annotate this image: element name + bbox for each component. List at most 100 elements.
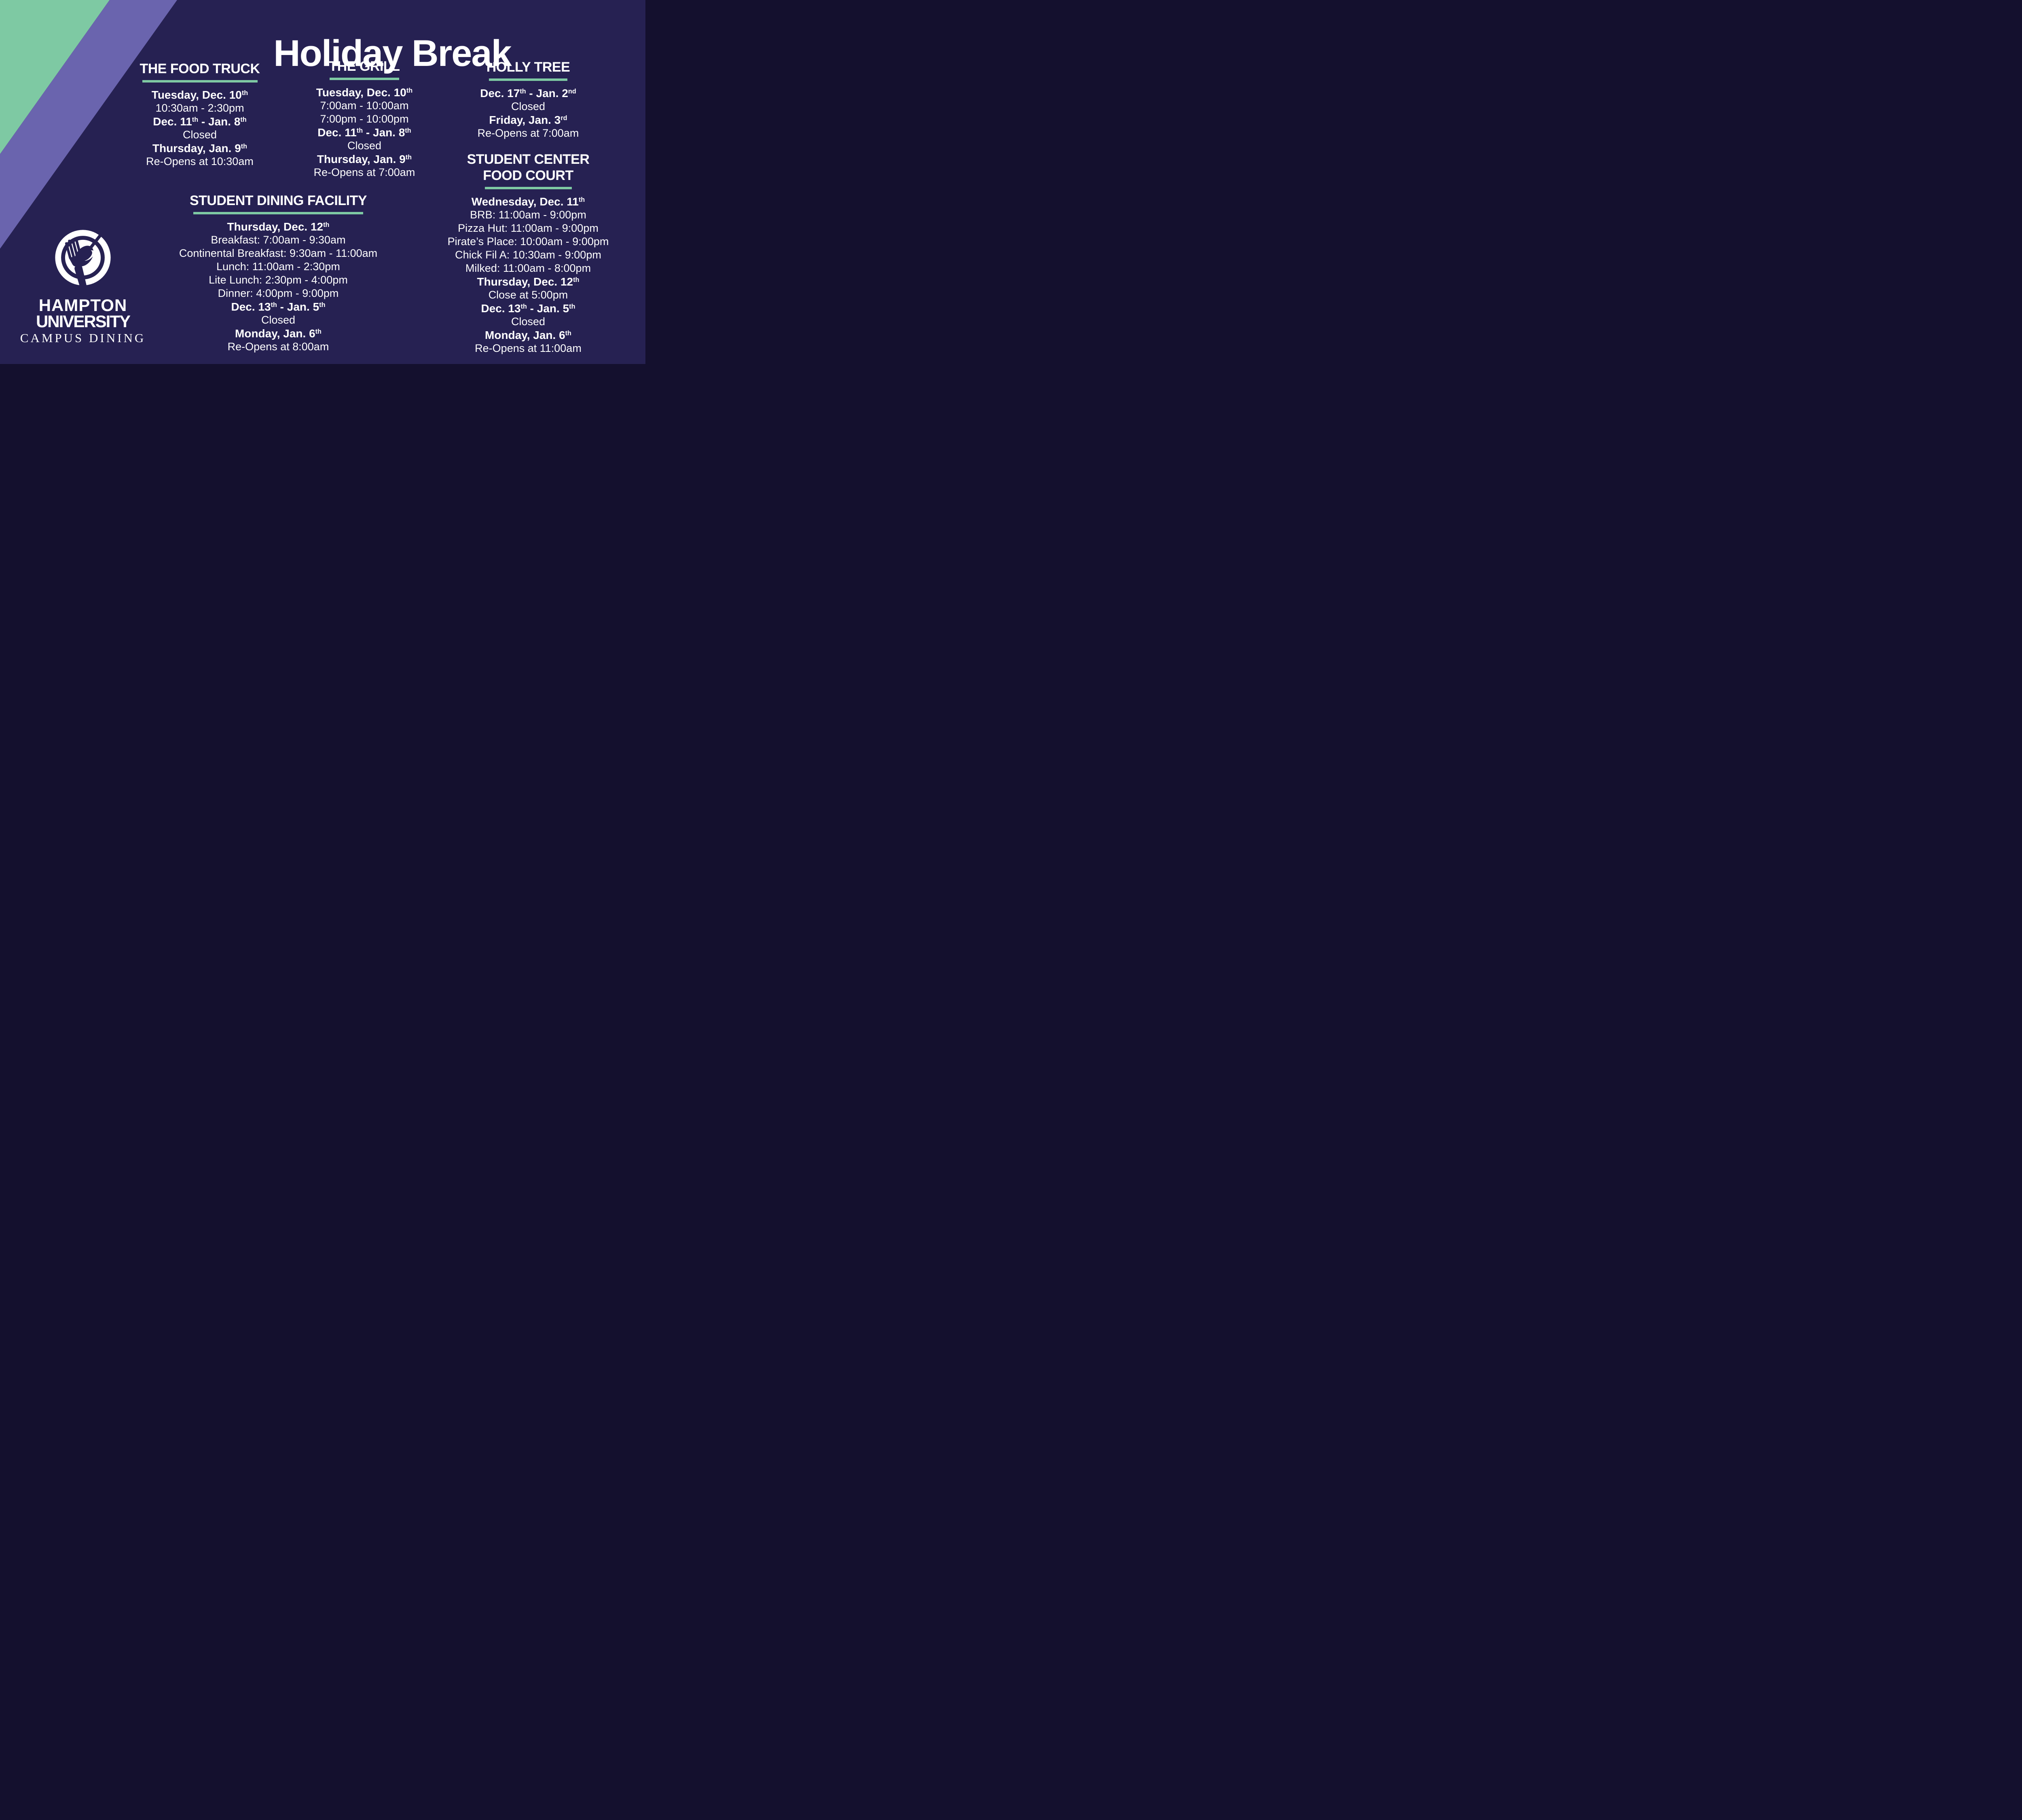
- schedule-line: 7:00pm - 10:00pm: [279, 112, 449, 126]
- ordinal-suffix: th: [573, 276, 580, 284]
- section-heading: THE GRILL: [279, 58, 449, 74]
- section-heading-line: HOLLY TREE: [486, 59, 570, 75]
- ordinal-suffix: th: [578, 196, 585, 204]
- section-schedule: Dec. 17th - Jan. 2nd Closed Friday, Jan. 3…: [443, 87, 613, 140]
- text-run: Pirate’s Place: 10:00am - 9:00pm: [447, 235, 609, 248]
- schedule-line: Closed: [279, 139, 449, 152]
- section-heading: STUDENT CENTER FOOD COURT: [423, 151, 633, 184]
- ordinal-suffix: th: [319, 301, 326, 309]
- section-food-truck: THE FOOD TRUCK Tuesday, Dec. 10th 10:30am …: [115, 61, 285, 168]
- text-run: - Jan. 5: [527, 302, 569, 315]
- page-title: Holiday Break: [273, 32, 512, 74]
- text-run: Continental Breakfast: 9:30am - 11:00am: [179, 247, 378, 259]
- section-underline: [193, 212, 363, 214]
- text-run: - Jan. 8: [363, 126, 405, 139]
- schedule-line: Re-Opens at 11:00am: [423, 342, 633, 355]
- ordinal-suffix: th: [192, 116, 199, 124]
- schedule-line: Breakfast: 7:00am - 9:30am: [165, 233, 391, 247]
- logo-hampton: HAMPTON: [38, 296, 127, 315]
- text-run: Closed: [261, 314, 296, 326]
- section-heading-line: THE GRILL: [329, 59, 400, 74]
- schedule-line: Dec. 11th - Jan. 8th: [279, 126, 449, 139]
- text-run: Dec. 11: [317, 126, 357, 139]
- schedule-line: Dec. 13th - Jan. 5th: [165, 300, 391, 313]
- schedule-line: 10:30am - 2:30pm: [115, 102, 285, 115]
- plate-fork-spoon-icon: [55, 229, 111, 290]
- text-run: - Jan. 2: [526, 87, 568, 99]
- schedule-line: Monday, Jan. 6th: [165, 327, 391, 340]
- section-underline: [489, 78, 567, 81]
- text-run: Wednesday, Dec. 11: [471, 195, 579, 208]
- text-run: Re-Opens at 8:00am: [227, 341, 329, 353]
- section-underline: [330, 78, 399, 80]
- section-heading-line: STUDENT CENTER: [467, 152, 590, 167]
- text-run: - Jan. 5: [277, 301, 319, 313]
- text-run: Re-Opens at 7:00am: [477, 127, 579, 139]
- ordinal-suffix: th: [323, 221, 330, 229]
- spoon-icon: [74, 229, 106, 267]
- text-run: Thursday, Jan. 9: [152, 142, 241, 154]
- section-student-dining-facility: STUDENT DINING FACILITY Thursday, Dec. 12…: [165, 193, 391, 353]
- section-underline: [142, 80, 258, 83]
- text-run: Closed: [511, 100, 546, 112]
- schedule-line: Thursday, Dec. 12th: [423, 275, 633, 288]
- schedule-line: Closed: [165, 313, 391, 327]
- ordinal-suffix: th: [405, 127, 411, 135]
- ordinal-suffix: th: [271, 301, 277, 309]
- schedule-line: Thursday, Jan. 9th: [115, 142, 285, 155]
- logo-university: UNIVERSITY: [36, 312, 131, 331]
- schedule-line: Pizza Hut: 11:00am - 9:00pm: [423, 222, 633, 235]
- text-run: Friday, Jan. 3: [489, 114, 561, 126]
- logo-campus-dining: CAMPUS DINING: [20, 331, 146, 345]
- ordinal-suffix: rd: [560, 114, 567, 122]
- schedule-line: Re-Opens at 10:30am: [115, 155, 285, 168]
- text-run: 7:00am - 10:00am: [320, 99, 409, 112]
- text-run: Closed: [182, 129, 217, 141]
- section-heading-line: FOOD COURT: [483, 168, 573, 183]
- text-run: Dec. 13: [481, 302, 521, 315]
- text-run: - Jan. 8: [198, 115, 241, 128]
- ordinal-suffix: th: [520, 88, 526, 95]
- ordinal-suffix: th: [405, 154, 412, 161]
- schedule-line: Monday, Jan. 6th: [423, 328, 633, 342]
- text-run: Close at 5:00pm: [488, 289, 568, 301]
- schedule-line: Dec. 13th - Jan. 5th: [423, 302, 633, 315]
- ordinal-suffix: th: [315, 328, 321, 336]
- schedule-line: Dec. 11th - Jan. 8th: [115, 115, 285, 128]
- text-run: Dinner: 4:00pm - 9:00pm: [218, 287, 339, 299]
- schedule-line: Thursday, Dec. 12th: [165, 220, 391, 233]
- schedule-line: Re-Opens at 8:00am: [165, 340, 391, 353]
- ordinal-suffix: nd: [568, 88, 576, 95]
- text-run: 7:00pm - 10:00pm: [320, 113, 409, 125]
- text-run: Closed: [511, 315, 546, 328]
- ordinal-suffix: th: [520, 303, 527, 311]
- text-run: Re-Opens at 11:00am: [475, 342, 582, 354]
- text-run: Tuesday, Dec. 10: [316, 86, 406, 99]
- schedule-line: Lunch: 11:00am - 2:30pm: [165, 260, 391, 273]
- ordinal-suffix: th: [241, 143, 247, 150]
- section-schedule: Thursday, Dec. 12th Breakfast: 7:00am - 9…: [165, 220, 391, 353]
- schedule-line: Continental Breakfast: 9:30am - 11:00am: [165, 247, 391, 260]
- schedule-line: Close at 5:00pm: [423, 288, 633, 302]
- text-run: Re-Opens at 10:30am: [146, 155, 254, 167]
- schedule-line: Closed: [115, 128, 285, 142]
- ordinal-suffix: th: [569, 303, 575, 311]
- text-run: Lunch: 11:00am - 2:30pm: [216, 260, 340, 273]
- ordinal-suffix: th: [565, 330, 571, 337]
- schedule-line: Dec. 17th - Jan. 2nd: [443, 87, 613, 100]
- holiday-break-poster: Holiday Break THE FOOD TRUCK Tuesday, Dec…: [0, 0, 645, 364]
- section-student-center-food-court: STUDENT CENTER FOOD COURT Wednesday, Dec. …: [423, 151, 633, 355]
- text-run: Thursday, Dec. 12: [227, 220, 324, 233]
- text-run: Dec. 17: [480, 87, 520, 99]
- section-underline: [484, 187, 572, 189]
- text-run: Monday, Jan. 6: [235, 327, 315, 340]
- section-grill: THE GRILL Tuesday, Dec. 10 th 7:00am - 10:0…: [279, 58, 449, 179]
- text-run: Closed: [347, 140, 382, 152]
- text-run: Chick Fil A: 10:30am - 9:00pm: [455, 249, 601, 261]
- text-run: Breakfast: 7:00am - 9:30am: [211, 234, 346, 246]
- section-schedule: Tuesday, Dec. 10 th 7:00am - 10:00am 7:00pm…: [279, 86, 449, 179]
- schedule-line: BRB: 11:00am - 9:00pm: [423, 208, 633, 222]
- text-run: Lite Lunch: 2:30pm - 4:00pm: [209, 274, 348, 286]
- section-heading-line: STUDENT DINING FACILITY: [189, 193, 367, 208]
- text-run: Re-Opens at 7:00am: [313, 166, 415, 178]
